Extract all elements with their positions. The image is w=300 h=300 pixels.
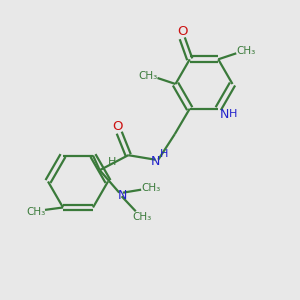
Text: N: N: [118, 189, 127, 202]
Text: N: N: [220, 108, 230, 121]
Text: CH₃: CH₃: [26, 207, 46, 217]
Text: CH₃: CH₃: [236, 46, 256, 56]
Text: N: N: [151, 155, 160, 168]
Text: O: O: [112, 120, 123, 133]
Text: H: H: [229, 109, 237, 119]
Text: CH₃: CH₃: [142, 183, 161, 193]
Text: O: O: [177, 25, 188, 38]
Text: H: H: [160, 149, 168, 159]
Text: H: H: [108, 157, 116, 167]
Text: CH₃: CH₃: [133, 212, 152, 222]
Text: CH₃: CH₃: [138, 70, 158, 81]
